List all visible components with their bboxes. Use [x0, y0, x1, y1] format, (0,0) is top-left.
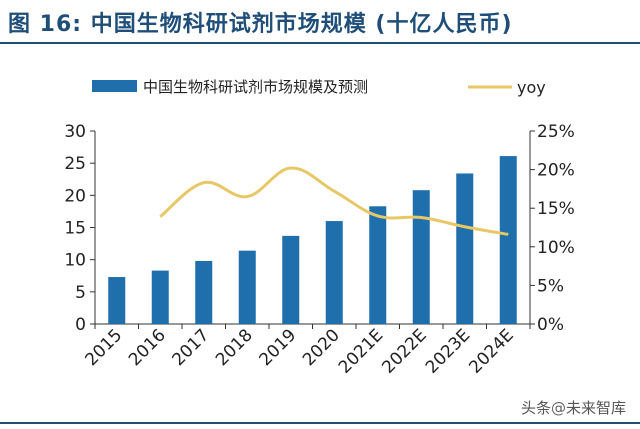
x-tick-label: 2016 [125, 325, 170, 370]
watermark-name: 未来智库 [565, 399, 626, 417]
y-left-tick-label: 5 [75, 283, 86, 303]
x-tick-label: 2018 [212, 325, 257, 370]
x-tick-label: 2021E [335, 325, 387, 377]
y-left-tick-label: 20 [64, 186, 86, 206]
y-right-tick-label: 20% [537, 161, 575, 181]
x-tick-label: 2022E [378, 325, 430, 377]
y-right-tick-label: 5% [537, 276, 564, 296]
y-left-tick-label: 25 [64, 154, 86, 174]
bar [499, 156, 517, 324]
title-bar: 图 16: 中国生物科研试剂市场规模 (十亿人民币) [0, 0, 640, 46]
x-tick-label: 2019 [256, 325, 301, 370]
bar [369, 206, 387, 324]
watermark: 头条@未来智库 [521, 397, 626, 418]
bottom-rule [0, 422, 640, 424]
legend-bar-label: 中国生物科研试剂市场规模及预测 [143, 78, 368, 96]
x-tick-label: 2024E [465, 325, 517, 377]
y-right-tick-label: 10% [537, 238, 575, 258]
bar [151, 270, 169, 324]
x-tick-label: 2017 [169, 325, 214, 370]
y-left-tick-label: 15 [64, 219, 86, 239]
title-underline [0, 42, 640, 44]
x-tick-label: 2023E [422, 325, 474, 377]
bar [412, 190, 430, 324]
bar [282, 235, 300, 324]
legend-line-label: yoy [517, 78, 546, 97]
watermark-at: @ [550, 399, 566, 417]
bar [456, 173, 474, 324]
y-left-tick-label: 0 [75, 315, 86, 335]
x-tick-label: 2015 [82, 325, 127, 370]
bar [325, 221, 343, 324]
bar [195, 260, 213, 324]
y-right-tick-label: 25% [537, 122, 575, 142]
watermark-prefix: 头条 [520, 399, 551, 417]
bar [108, 277, 126, 324]
bar [238, 250, 256, 324]
y-right-tick-label: 0% [537, 315, 564, 335]
chart-title: 图 16: 中国生物科研试剂市场规模 (十亿人民币) [8, 12, 513, 37]
legend-bar-swatch [92, 80, 137, 92]
y-right-tick-label: 15% [537, 199, 575, 219]
y-left-tick-label: 10 [64, 251, 86, 271]
yoy-line [159, 166, 509, 236]
y-left-tick-label: 30 [64, 122, 86, 142]
